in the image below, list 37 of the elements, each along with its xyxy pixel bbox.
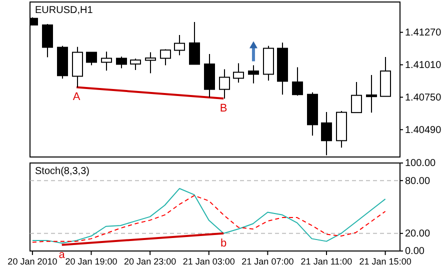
candlestick [189, 21, 200, 65]
candlestick [116, 56, 127, 69]
candlestick [248, 64, 259, 84]
y-tick-label: 1.40750 [405, 92, 442, 104]
candlestick [86, 52, 97, 66]
candlestick [292, 66, 303, 96]
x-tick-label: 20 Jan 2010 [8, 256, 58, 266]
y-tick-label: 100.00 [405, 158, 436, 170]
candlestick [233, 62, 244, 84]
y-tick-label: 20.00 [405, 228, 430, 240]
y-tick-label: 1.41010 [405, 60, 442, 71]
x-tick-label: 21 Jan 15:00 [359, 256, 412, 266]
y-tick-label: 1.41270 [405, 28, 442, 39]
candlestick [145, 52, 156, 74]
annotation: A [72, 91, 81, 104]
y-tick-label: 1.40490 [405, 124, 442, 136]
candlestick [366, 74, 377, 114]
x-tick-label: 21 Jan 03:00 [182, 256, 235, 266]
chart-title: EURUSD,H1 [35, 5, 94, 16]
x-tick-label: 20 Jan 19:00 [65, 256, 118, 266]
y-tick-label: 0.00 [405, 246, 425, 258]
candlestick [219, 68, 230, 100]
candlestick [174, 34, 185, 56]
annotation: b [220, 237, 227, 250]
candlestick [101, 51, 112, 72]
candlestick [42, 23, 53, 58]
x-tick-label: 21 Jan 11:00 [300, 256, 352, 266]
chart-title: Stoch(8,3,3) [35, 166, 90, 177]
x-tick-label: 21 Jan 07:00 [242, 256, 294, 266]
y-tick-label: 80.00 [405, 176, 430, 187]
candlestick [72, 46, 83, 88]
candlestick [160, 48, 171, 66]
candlestick [351, 81, 362, 114]
annotation: B [220, 102, 228, 114]
candlestick [130, 58, 141, 71]
annotation: a [58, 248, 66, 261]
x-tick-label: 20 Jan 23:00 [124, 256, 176, 266]
